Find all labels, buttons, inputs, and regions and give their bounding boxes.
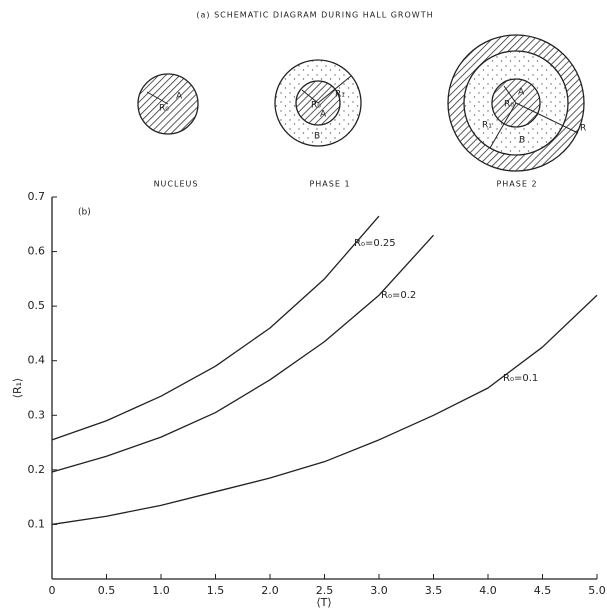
y-tick-label: 0.4 <box>28 354 46 367</box>
diagram-caption: PHASE 1 <box>309 180 350 189</box>
diagram-label: R <box>580 124 586 134</box>
x-tick-label: 2.0 <box>261 584 279 597</box>
curve-label: R₀=0.1 <box>503 373 538 384</box>
diagram-label: R₀ <box>504 100 514 110</box>
x-tick-label: 1.5 <box>207 584 225 597</box>
diagram-caption: PHASE 2 <box>496 180 537 189</box>
figure: (a) SCHEMATIC DIAGRAM DURING HALL GROWTH… <box>0 0 607 608</box>
y-tick-label: 0.7 <box>28 190 46 203</box>
x-tick-label: 5.0 <box>588 584 606 597</box>
y-axis-label: ⟨R₁⟩ <box>11 378 24 399</box>
x-tick-label: 0 <box>49 584 56 597</box>
y-tick-label: 0.3 <box>28 408 46 421</box>
curve <box>52 235 434 472</box>
x-tick-label: 0.5 <box>98 584 116 597</box>
x-tick-label: 4.5 <box>534 584 552 597</box>
curve <box>52 216 379 440</box>
diagram-label: A <box>518 88 525 98</box>
x-tick-label: 1.0 <box>152 584 170 597</box>
y-tick-label: 0.6 <box>28 245 46 258</box>
diagram-label: A <box>176 92 183 102</box>
panel-label: (b) <box>78 208 91 218</box>
y-tick-label: 0.5 <box>28 299 46 312</box>
schematic-title: (a) SCHEMATIC DIAGRAM DURING HALL GROWTH <box>196 11 433 20</box>
curve-label: R₀=0.2 <box>381 290 416 301</box>
curve-label: R₀=0.25 <box>354 238 396 249</box>
x-tick-label: 4.0 <box>479 584 497 597</box>
diagram-label: A <box>320 110 327 120</box>
x-axis-label: ⟨T⟩ <box>316 596 331 608</box>
x-tick-label: 2.5 <box>316 584 334 597</box>
phase1-diagram: R₀ A R₁ B <box>275 60 361 146</box>
diagram-label: B <box>314 132 320 142</box>
diagram-label: B <box>519 136 525 146</box>
phase2-diagram: R₀ A R₁ B R <box>448 35 586 171</box>
y-tick-label: 0.1 <box>28 517 46 530</box>
diagram-label: R₀ <box>159 104 169 114</box>
y-tick-label: 0.2 <box>28 463 46 476</box>
nucleus-diagram: R₀ A <box>138 74 198 134</box>
x-tick-label: 3.5 <box>425 584 443 597</box>
curve <box>52 295 597 524</box>
diagram-caption: NUCLEUS <box>154 180 199 189</box>
x-tick-label: 3.0 <box>370 584 388 597</box>
diagram-label: R₁ <box>482 121 492 131</box>
diagram-label: R₁ <box>335 90 345 100</box>
